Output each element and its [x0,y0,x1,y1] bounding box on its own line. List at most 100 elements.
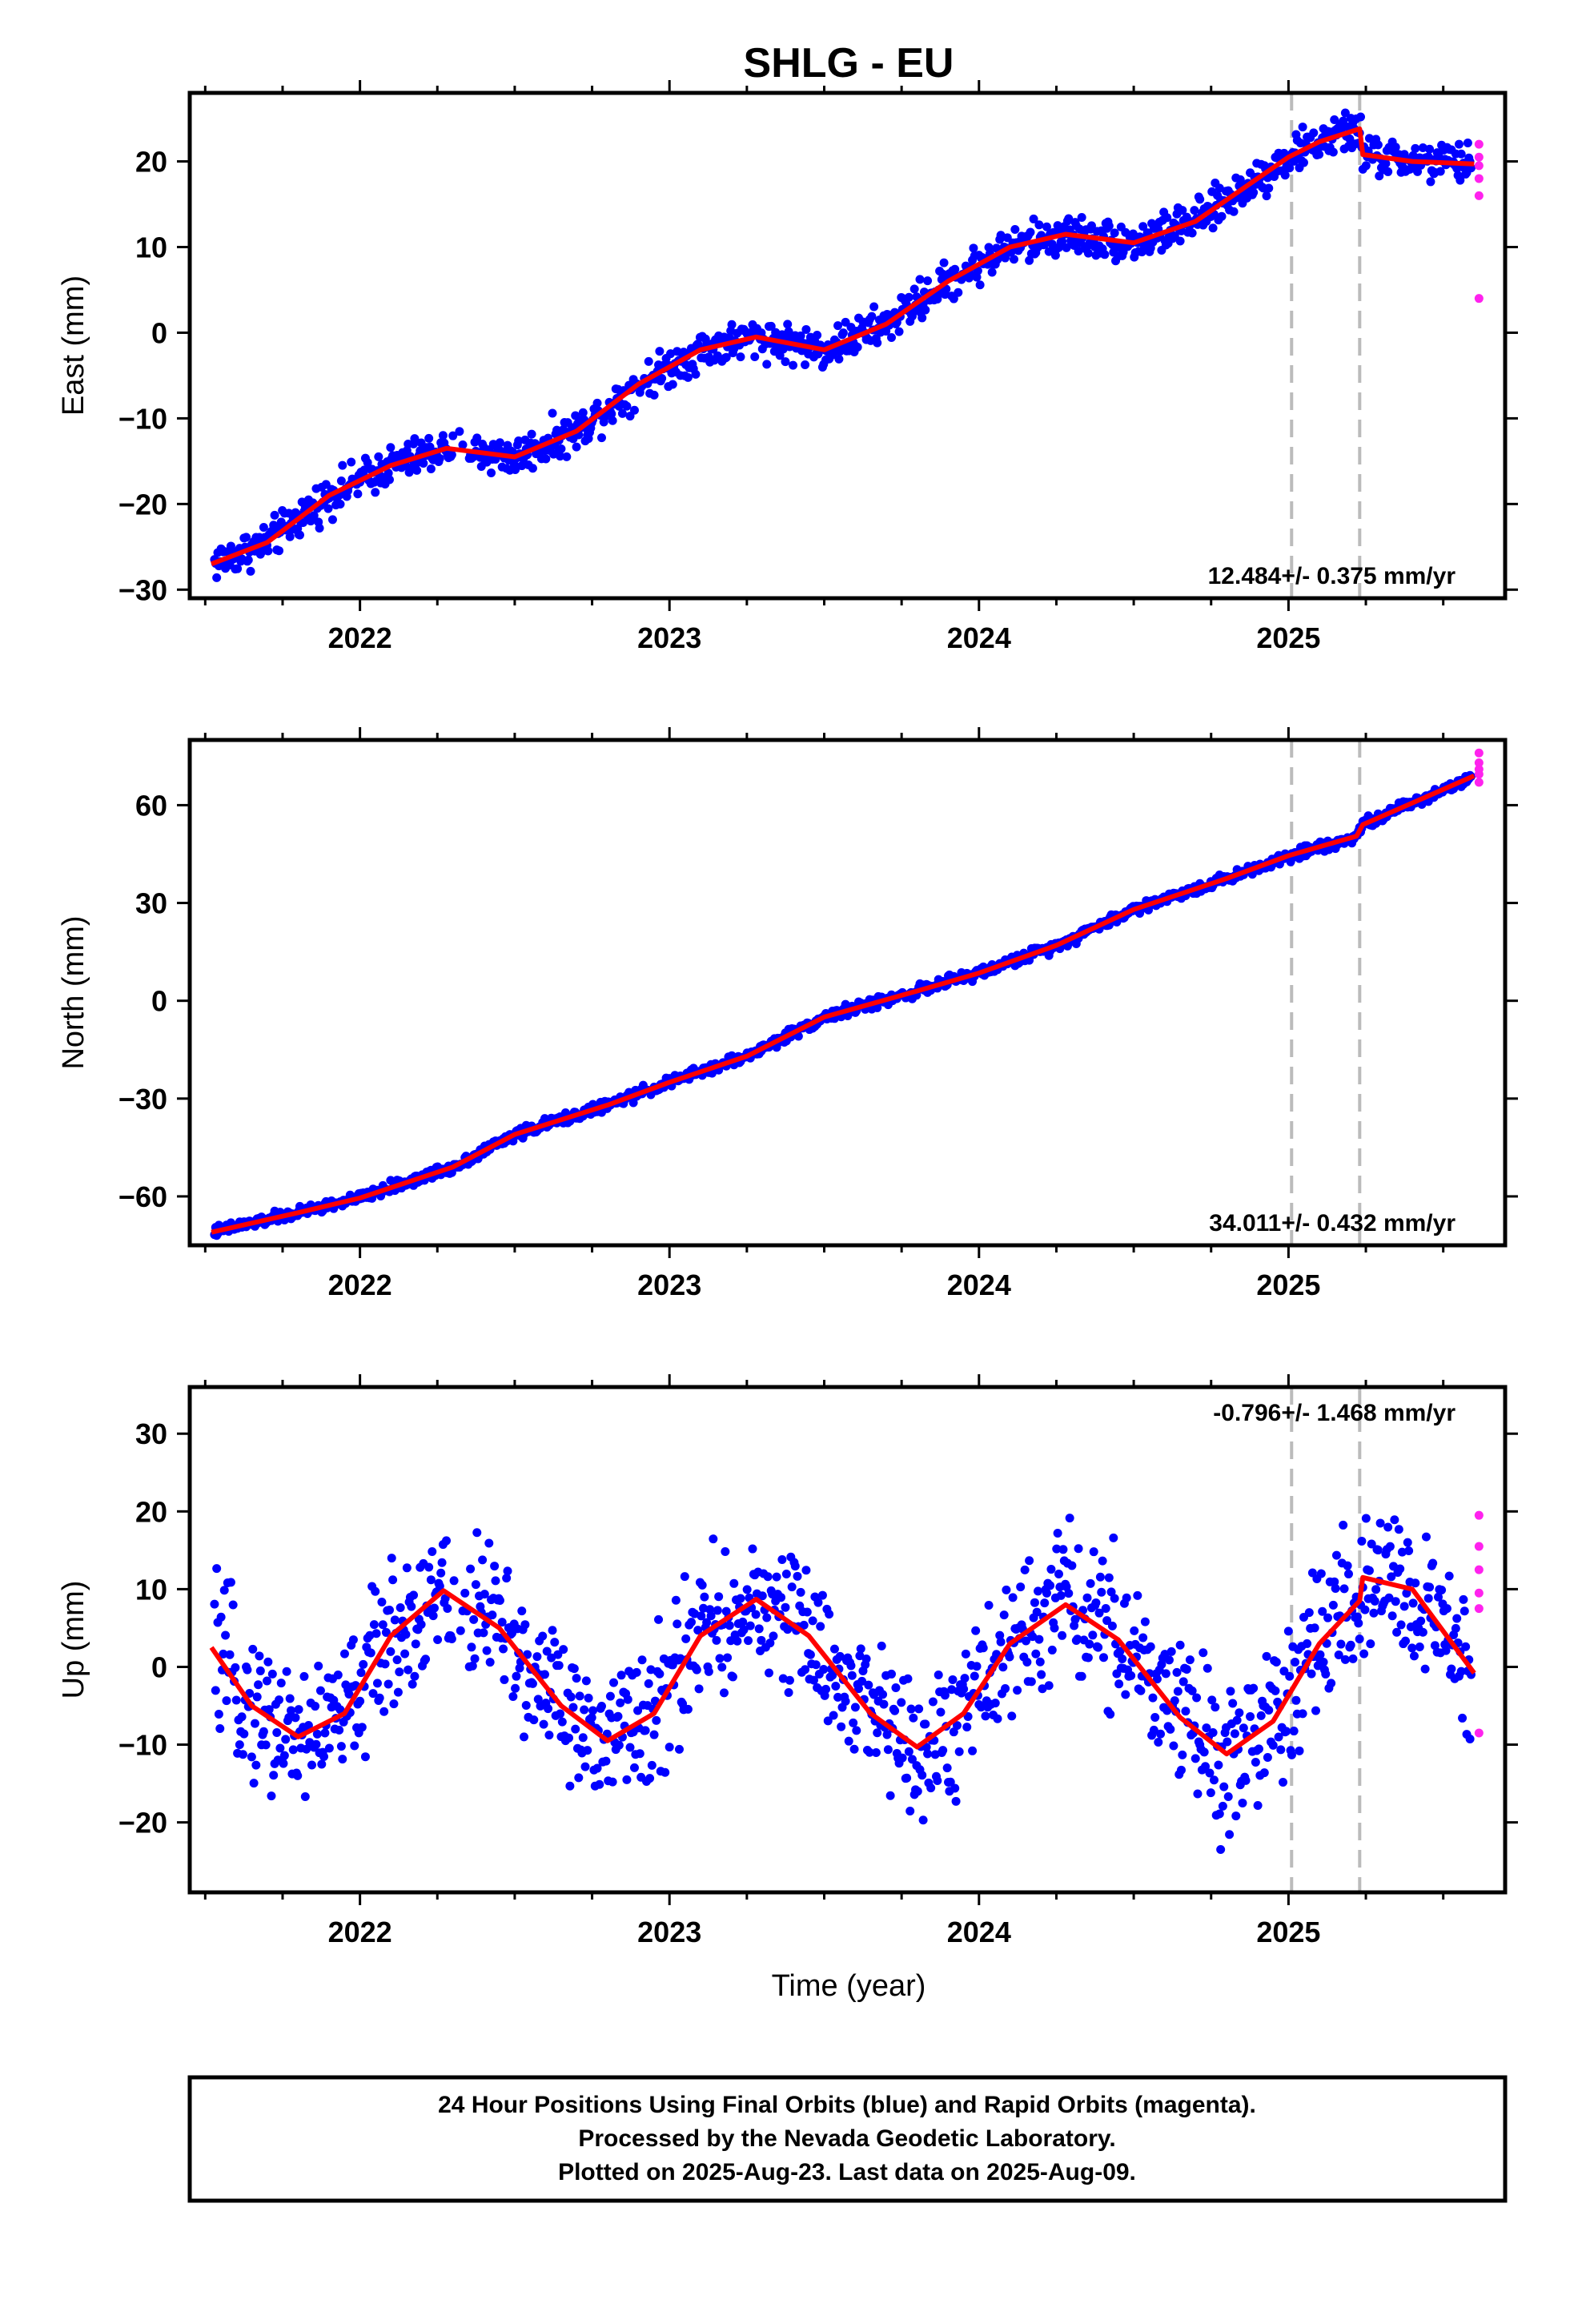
final-point [1437,1586,1447,1595]
final-point [544,1704,553,1714]
final-point [1121,1690,1130,1699]
final-point [975,280,985,290]
final-point [412,465,422,475]
final-point [407,1602,416,1611]
final-point [1175,236,1185,246]
final-point [801,360,810,370]
final-point [263,546,273,556]
final-point [517,1606,527,1616]
final-point [1458,1713,1468,1723]
final-point [1199,1747,1209,1757]
final-point [596,433,606,443]
final-point [1307,1669,1316,1679]
final-point [433,1634,443,1644]
final-point [1401,1636,1411,1646]
final-point [262,1676,271,1686]
final-point [491,1576,500,1586]
final-point [578,408,588,417]
final-point [544,1731,554,1740]
final-point [214,1710,223,1719]
final-point [721,1547,730,1557]
final-point [495,1595,504,1605]
final-point [1285,163,1295,173]
final-point [1430,1641,1439,1651]
final-point [520,1732,529,1742]
final-point [596,1702,606,1711]
final-point [327,515,337,525]
final-point [1202,1723,1211,1733]
final-point [1104,1573,1114,1582]
final-point [702,1618,712,1627]
final-point [954,287,963,297]
final-point [676,1654,685,1663]
plot-frame [187,90,1508,601]
final-point [1391,1597,1400,1606]
final-point [222,1696,231,1706]
final-point [1262,1651,1271,1661]
final-point [805,1650,815,1659]
final-point [225,1650,235,1659]
final-point [1348,1654,1358,1663]
final-point [355,1696,365,1706]
final-point [1114,1679,1124,1689]
final-point [1077,1671,1086,1681]
final-point [233,564,243,573]
final-point [738,1617,748,1626]
rapid-point [1474,1510,1484,1520]
final-point [221,1630,231,1640]
y-tick-label: 0 [151,985,167,1018]
final-point [272,1728,282,1738]
final-point [1276,1745,1286,1755]
final-point [680,1572,689,1582]
final-point [291,1713,300,1723]
final-point [655,347,665,356]
final-point [564,1733,574,1743]
final-point [1067,1561,1077,1570]
final-point [1115,1647,1125,1656]
final-point [715,1654,725,1663]
final-point [1409,1651,1419,1661]
final-point [766,321,776,331]
final-point [828,1671,837,1680]
final-point [436,1568,446,1578]
final-point [1361,1514,1371,1523]
final-point [821,1684,831,1694]
final-point [637,1655,647,1665]
final-point [395,1667,404,1677]
final-point [1064,214,1074,223]
final-point [813,349,823,359]
final-point [371,1629,381,1638]
final-point [1298,123,1307,132]
final-point [500,1675,509,1684]
final-point [984,1601,994,1610]
final-point [1082,1593,1092,1602]
final-point [1299,158,1308,167]
y-tick-label: 0 [151,316,167,349]
x-tick-label: 2024 [947,1916,1011,1948]
final-point [1330,1577,1339,1586]
final-point [338,1755,347,1764]
final-point [235,1740,244,1750]
panel-3: 2022 2023 2024 2025 −20 −10 0 10 20 30 Up (mm) -0.7… [57,1374,1518,1948]
final-point [739,1625,749,1634]
final-point [635,1749,644,1759]
final-point [1465,1735,1475,1744]
final-point [323,504,333,513]
final-point [790,1562,800,1571]
final-point [981,1711,990,1721]
final-point [886,1669,896,1679]
final-point [1187,1686,1197,1695]
final-point [878,1690,888,1699]
final-point [917,1771,927,1780]
rapid-point [1474,758,1484,767]
final-point [231,1695,241,1705]
final-point [384,1606,394,1615]
final-point [654,1614,664,1624]
final-point [1425,1582,1435,1592]
final-point [1176,1765,1186,1775]
final-point [1287,1750,1296,1759]
final-point [212,573,222,582]
final-point [1035,1657,1045,1667]
final-point [736,1594,745,1603]
